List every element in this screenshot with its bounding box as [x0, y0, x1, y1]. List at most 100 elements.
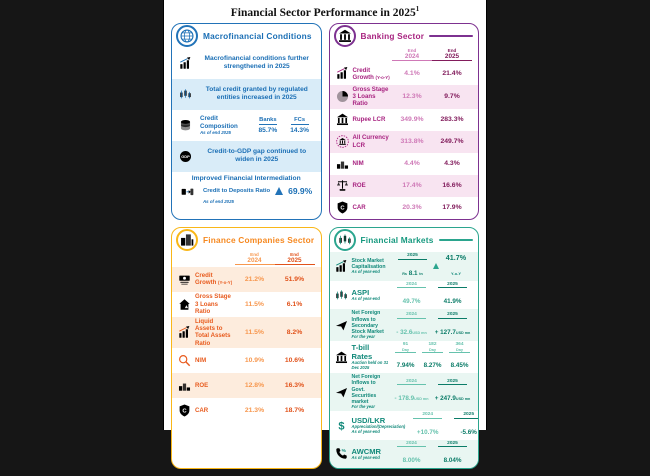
- day-label: Day: [429, 347, 436, 352]
- row-label: Net Foreign Inflows to Govt. Securities …: [352, 374, 392, 410]
- col-end-2024: End 2024: [392, 48, 432, 63]
- row-label: NIM: [195, 356, 207, 364]
- row-label: CAR: [352, 204, 366, 212]
- capital-shield-icon: [337, 201, 347, 214]
- label-text: T-bill Rates: [351, 342, 373, 362]
- label-sub: (Y-o-Y): [375, 74, 390, 80]
- value-2024: 17.4%: [402, 182, 422, 190]
- value-2024: 4.1%: [404, 70, 420, 78]
- money-stack-icon: [179, 275, 190, 285]
- row-label: Gross Stage 3 Loans Ratio: [352, 85, 389, 108]
- value-text: - 32.6: [396, 328, 413, 336]
- macro-text: Total credit granted by regulated entiti…: [205, 85, 308, 102]
- value-2024: 12.3%: [402, 93, 422, 101]
- fcs-share: FCs 14.3%: [286, 117, 314, 134]
- value-text: 8.1: [408, 269, 418, 277]
- col-year: 2024: [392, 53, 432, 62]
- row-label: Rupee LCR: [352, 116, 386, 124]
- buildings-icon: [176, 229, 198, 252]
- value-2025: 16.6%: [442, 182, 462, 190]
- net-foreign-govt-2024: 2024 - 178.9USD mn: [391, 379, 432, 406]
- row-label: Credit Growth (Y-o-Y): [195, 272, 235, 287]
- tbill-182day: 182 Day 8.27%: [419, 342, 446, 372]
- change-sub: Y-o-Y: [451, 270, 461, 276]
- markets-row-stock-market-cap: Stock Market Capitalisation As of year-en…: [329, 251, 478, 281]
- unit-label: USD mn: [455, 397, 471, 402]
- bank-currency-icon: [336, 135, 349, 148]
- net-foreign-stock-2025: 2025 + 127.7USD mn: [432, 312, 473, 339]
- finance-row-credit-growth: Credit Growth (Y-o-Y) 21.2% 51.9%: [172, 266, 321, 292]
- macro-row-total-credit: Total credit granted by regulated entiti…: [172, 78, 321, 110]
- macro-row-credit-composition: Credit Composition As of end 2025 Banks 85…: [172, 110, 321, 141]
- phone-percent-icon: [335, 448, 347, 460]
- value-text: 41.9%: [443, 298, 462, 306]
- col-top: End: [447, 47, 457, 53]
- banking-row-rupee-lcr: Rupee LCR 349.9% 283.3%: [330, 109, 479, 131]
- col-top: End: [407, 47, 417, 53]
- year-header: 2025: [438, 312, 467, 319]
- net-foreign-stock-2024: 2024 - 32.6USD mn: [391, 312, 432, 339]
- label-text: AWCMR: [351, 446, 382, 456]
- banking-row-nim: NIM 4.4% 4.3%: [330, 153, 479, 175]
- panel-finance-companies-sector: Finance Companies Sector End 2024 End 2025…: [171, 226, 322, 470]
- row-label: Stock Market Capitalisation As of year-en…: [352, 258, 393, 275]
- page-title: Financial Sector Performance in 20251: [164, 0, 486, 20]
- day-label: Day: [456, 347, 463, 352]
- candlestick-chart-icon: [333, 229, 356, 252]
- banking-row-car: CAR 20.3% 17.9%: [330, 197, 479, 219]
- banking-header: Banking Sector: [330, 24, 479, 48]
- banks-value: 85.7%: [258, 126, 278, 134]
- finance-row-car: CAR 21.3% 18.7%: [172, 398, 321, 423]
- year-header: 2024: [413, 412, 443, 419]
- panel-macrofinancial-conditions: Macrofinancial Conditions Macrofinancial…: [171, 22, 322, 220]
- stock-cap-value: 2025 Rs 8.1 tn: [392, 253, 433, 280]
- row-label: T-bill Rates Auction held on 31 Dec 2025: [352, 343, 393, 371]
- value-2024: 349.9%: [400, 116, 424, 124]
- usdlkr-2025: 2025 -5.6%: [448, 412, 479, 439]
- fcs-header: FCs: [290, 117, 309, 125]
- markets-row-tbill: T-bill Rates Auction held on 31 Dec 2025 …: [330, 341, 479, 373]
- credit-deposits-value: 69.9%: [288, 186, 313, 197]
- intermediation-heading: Improved Financial Intermediation: [191, 174, 301, 182]
- macro-row-credit-gdp: Credit-to-GDP gap continued to widen in …: [172, 140, 321, 172]
- row-label: Gross Stage 3 Loans Ratio: [195, 293, 231, 315]
- year-header: 2025: [438, 379, 467, 386]
- year-header: 2025: [438, 441, 467, 448]
- value-2025: 10.6%: [284, 357, 305, 365]
- usdlkr-2024: 2024 +10.7%: [407, 412, 448, 439]
- value-2025: 249.7%: [440, 138, 464, 146]
- awcmr-2025: 2025 8.04%: [432, 441, 473, 468]
- value-2024: 11.5%: [245, 300, 264, 308]
- banking-heading: Banking Sector: [360, 31, 425, 42]
- day-label: Day: [402, 347, 409, 352]
- bar-chart-growth-icon: [336, 67, 348, 80]
- value-text: - 178.9: [394, 395, 415, 403]
- markets-row-awcmr: AWCMR As of year-end 2024 8.00% 2025 8.04%: [329, 439, 478, 469]
- label-sub: For the year: [351, 334, 375, 340]
- coins-icon: [180, 119, 191, 131]
- financial-markets-header: Financial Markets: [330, 228, 479, 252]
- row-label: ROE: [352, 182, 366, 190]
- value-text: 7.94%: [396, 362, 415, 370]
- row-label: ASPI As of year-end: [352, 288, 392, 302]
- year-header: 2024: [397, 379, 426, 386]
- col-top: End: [290, 251, 299, 257]
- value-2024: 12.8%: [244, 382, 265, 390]
- row-label: CAR: [195, 406, 209, 414]
- balance-scale-icon: [336, 180, 348, 191]
- row-label: Liquid Assets to Total Assets Ratio: [195, 317, 231, 347]
- value-2024: 11.5%: [245, 328, 264, 336]
- macro-text: Credit-to-GDP gap continued to widen in …: [207, 147, 307, 164]
- value-2025: 51.9%: [284, 275, 305, 283]
- footnote-marker: 1: [415, 5, 420, 13]
- label-sub: Auction held on 31 Dec 2025: [351, 360, 389, 371]
- year-header: 2024: [397, 312, 426, 319]
- label-text: Credit Growth: [195, 272, 217, 287]
- markets-row-aspi: ASPI As of year-end 2024 49.7% 2025 41.9%: [330, 281, 479, 310]
- paper-plane-icon: [335, 387, 347, 397]
- currency-label: Rs: [402, 271, 407, 276]
- row-label: Net Foreign Inflows to Secondary Stock M…: [352, 310, 392, 340]
- capital-shield-icon: [179, 404, 190, 417]
- col-end-2024: End 2024: [234, 252, 275, 267]
- change-value: 41.7%: [445, 252, 467, 262]
